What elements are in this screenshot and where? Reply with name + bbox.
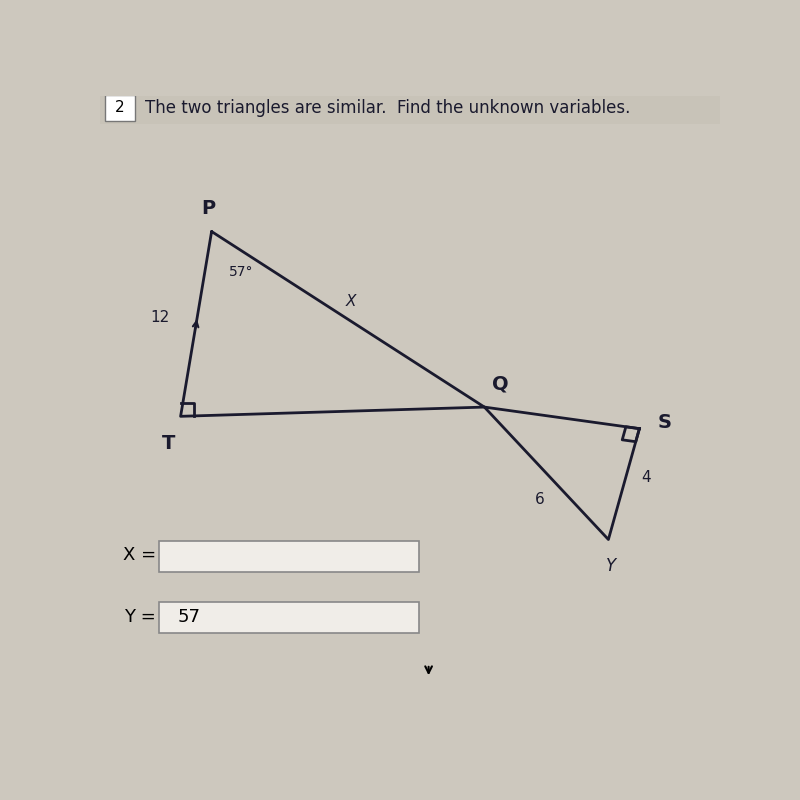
- Bar: [100, 90, 720, 124]
- Text: 12: 12: [151, 310, 170, 326]
- Text: X: X: [346, 294, 356, 309]
- Text: Q: Q: [491, 374, 508, 394]
- Text: 57°: 57°: [229, 266, 254, 279]
- Text: Y: Y: [606, 557, 617, 574]
- Bar: [159, 541, 419, 571]
- Text: Y =: Y =: [124, 607, 156, 626]
- Text: 4: 4: [642, 470, 651, 486]
- Bar: [159, 602, 419, 633]
- Bar: [105, 94, 134, 121]
- Text: S: S: [658, 413, 672, 432]
- Text: T: T: [162, 434, 175, 453]
- Text: X =: X =: [122, 546, 156, 564]
- Text: 2: 2: [115, 100, 125, 115]
- Text: 57: 57: [178, 607, 201, 626]
- Text: P: P: [202, 199, 215, 218]
- Text: The two triangles are similar.  Find the unknown variables.: The two triangles are similar. Find the …: [145, 98, 630, 117]
- Text: 6: 6: [535, 492, 545, 506]
